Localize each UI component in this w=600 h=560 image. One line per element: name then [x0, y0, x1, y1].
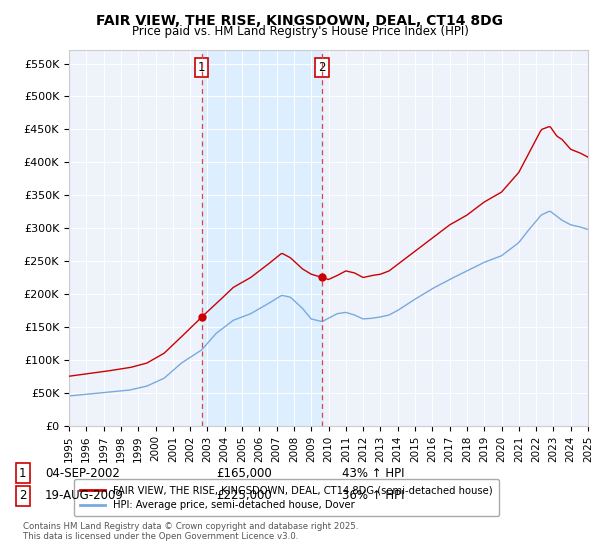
- Text: £225,000: £225,000: [216, 489, 272, 502]
- Text: £165,000: £165,000: [216, 466, 272, 480]
- Text: 2: 2: [19, 489, 26, 502]
- Text: 1: 1: [19, 466, 26, 480]
- Text: Contains HM Land Registry data © Crown copyright and database right 2025.
This d: Contains HM Land Registry data © Crown c…: [23, 522, 358, 542]
- Bar: [202, 50, 322, 426]
- Text: 19-AUG-2009: 19-AUG-2009: [45, 489, 124, 502]
- Legend: FAIR VIEW, THE RISE, KINGSDOWN, DEAL, CT14 8DG (semi-detached house), HPI: Avera: FAIR VIEW, THE RISE, KINGSDOWN, DEAL, CT…: [74, 479, 499, 516]
- Text: 1: 1: [198, 61, 205, 74]
- Text: 2: 2: [319, 61, 326, 74]
- Text: FAIR VIEW, THE RISE, KINGSDOWN, DEAL, CT14 8DG: FAIR VIEW, THE RISE, KINGSDOWN, DEAL, CT…: [97, 14, 503, 28]
- Text: 04-SEP-2002: 04-SEP-2002: [45, 466, 120, 480]
- Text: Price paid vs. HM Land Registry's House Price Index (HPI): Price paid vs. HM Land Registry's House …: [131, 25, 469, 38]
- Text: 43% ↑ HPI: 43% ↑ HPI: [342, 466, 404, 480]
- Text: 36% ↑ HPI: 36% ↑ HPI: [342, 489, 404, 502]
